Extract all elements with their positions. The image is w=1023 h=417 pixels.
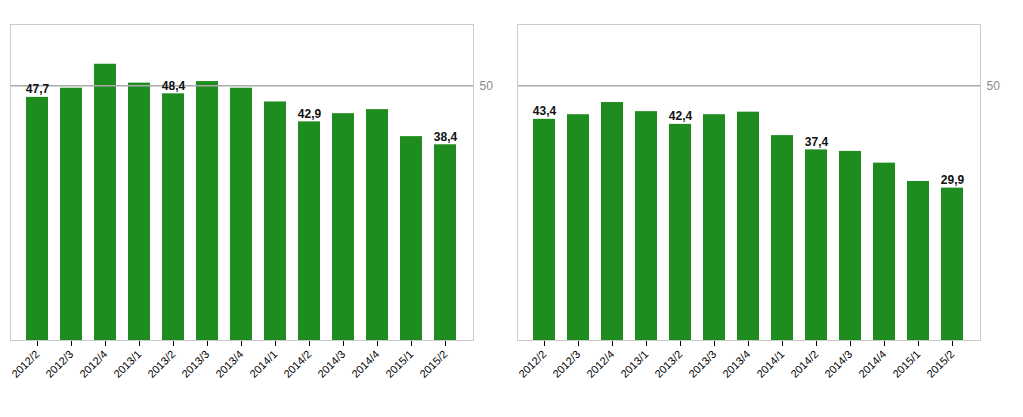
svg-text:2015/2: 2015/2: [924, 348, 956, 380]
svg-text:2012/3: 2012/3: [550, 348, 582, 380]
svg-text:2013/3: 2013/3: [686, 348, 718, 380]
svg-text:2014/1: 2014/1: [754, 348, 786, 380]
svg-text:2014/2: 2014/2: [281, 348, 313, 380]
svg-text:50: 50: [987, 79, 1001, 93]
svg-text:2014/2: 2014/2: [788, 348, 820, 380]
svg-text:2012/4: 2012/4: [584, 348, 616, 380]
svg-text:50: 50: [480, 79, 494, 93]
svg-text:47,7: 47,7: [26, 82, 50, 96]
svg-text:2014/1: 2014/1: [247, 348, 279, 380]
svg-text:2012/3: 2012/3: [43, 348, 75, 380]
svg-text:2012/4: 2012/4: [77, 348, 109, 380]
svg-text:43,4: 43,4: [533, 104, 557, 118]
svg-text:2013/2: 2013/2: [145, 348, 177, 380]
svg-text:2013/4: 2013/4: [720, 348, 752, 380]
svg-text:37,4: 37,4: [805, 135, 829, 149]
svg-text:48,4: 48,4: [162, 79, 186, 93]
svg-text:2012/2: 2012/2: [516, 348, 548, 380]
svg-text:2015/1: 2015/1: [383, 348, 415, 380]
svg-text:2014/4: 2014/4: [349, 348, 381, 380]
svg-text:2014/3: 2014/3: [315, 348, 347, 380]
svg-text:42,9: 42,9: [298, 107, 322, 121]
svg-text:29,9: 29,9: [941, 173, 965, 187]
svg-text:2014/3: 2014/3: [822, 348, 854, 380]
svg-text:2013/2: 2013/2: [652, 348, 684, 380]
svg-text:2013/1: 2013/1: [618, 348, 650, 380]
svg-text:2015/1: 2015/1: [890, 348, 922, 380]
svg-text:38,4: 38,4: [434, 130, 458, 144]
svg-text:2013/3: 2013/3: [179, 348, 211, 380]
svg-text:2015/2: 2015/2: [417, 348, 449, 380]
svg-text:42,4: 42,4: [669, 109, 693, 123]
svg-text:2012/2: 2012/2: [9, 348, 41, 380]
svg-text:2014/4: 2014/4: [856, 348, 888, 380]
svg-text:2013/4: 2013/4: [213, 348, 245, 380]
svg-text:2013/1: 2013/1: [111, 348, 143, 380]
